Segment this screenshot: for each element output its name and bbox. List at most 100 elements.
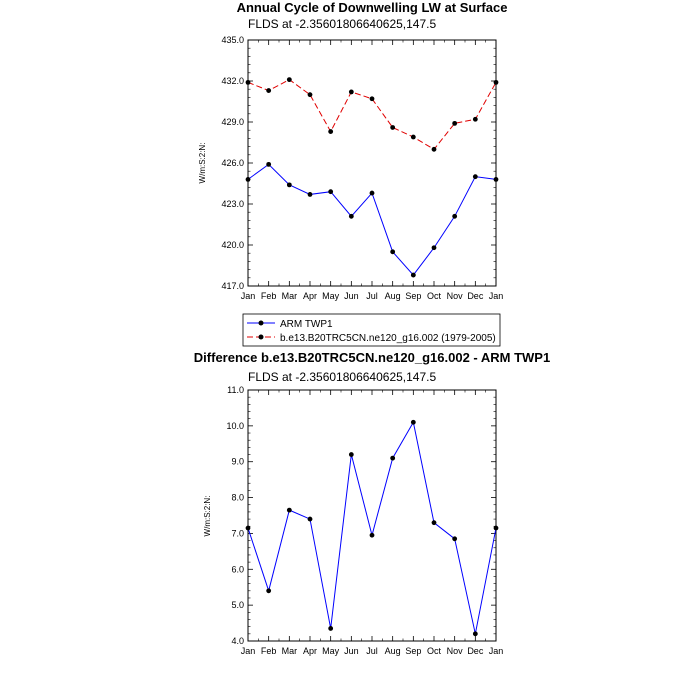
bottom-series-0-point [493,525,499,531]
bottom-subtitle: FLDS at -2.35601806640625,147.5 [248,370,436,384]
legend-label-arm: ARM TWP1 [280,319,333,330]
top-ylabel: W/m:S:2:N: [198,143,207,184]
top-series-1-point [410,134,416,140]
top-series-0-point [286,182,292,188]
bottom-ytick-label: 8.0 [231,493,244,503]
top-xtick-label: Oct [427,291,442,301]
bottom-frame [247,389,497,642]
legend-label-model: b.e13.B20TRC5CN.ne120_g16.002 (1979-2005… [280,333,496,344]
bottom-series-0-point [348,452,354,457]
bottom-series-0-point [472,631,478,637]
bottom-xtick-label: Jan [489,646,504,656]
bottom-xtick-label: Jan [241,646,256,656]
top-xtick-label: Jan [489,291,504,301]
top-frame [247,39,497,287]
legend-box [242,313,501,347]
bottom-series-0-point [369,532,375,538]
top-series-1-point [286,77,292,83]
bottom-ytick-label: 7.0 [231,528,244,538]
bottom-series-0-point [245,525,251,531]
top-ytick-label: 423.0 [221,199,244,209]
bottom-series-0-point [390,455,396,461]
top-series-0-point [410,272,416,278]
bottom-series-0-point [266,588,272,594]
top-series-1-point [369,96,375,102]
top-xtick-label: Sep [405,291,421,301]
top-series-1-line [247,79,497,150]
top-series-0-point [266,161,272,167]
top-series-1-point [493,79,499,85]
top-xtick-label: Aug [385,291,401,301]
bottom-series-0-point [431,520,437,526]
bottom-series-0-point [307,516,313,522]
top-series-1-point [452,120,458,126]
top-series-0-point [369,190,375,196]
top-series-1-point [348,89,354,95]
legend: ARM TWP1 b.e13.B20TRC5CN.ne120_g16.002 (… [242,313,501,347]
bottom-ytick-label: 10.0 [226,421,244,431]
top-ytick-label: 435.0 [221,35,244,45]
bottom-xtick-label: Oct [427,646,442,656]
top-series-0-point [452,213,458,219]
top-series-0-point [431,245,437,251]
top-series-0-point [390,249,396,255]
top-series-1-point [328,129,334,134]
top-xtick-label: Dec [467,291,484,301]
bottom-xtick-label: Sep [405,646,421,656]
bottom-xtick-label: Apr [303,646,317,656]
top-series-1-point [472,116,478,122]
top-plot-area: Jan Feb Mar Apr May Jun Jul Aug Sep Oct Nov Dec Jan4… [221,35,503,301]
bottom-xtick-label: May [322,646,340,656]
legend-marker-model [258,334,264,340]
top-xtick-label: Jul [366,291,378,301]
top-series-0-point [348,213,354,219]
bottom-series-0-point [452,536,458,542]
top-series-0-point [472,174,478,180]
top-series-1-point [431,146,437,152]
top-subtitle: FLDS at -2.35601806640625,147.5 [248,17,436,31]
top-ytick-label: 420.0 [221,240,244,250]
bottom-series-0-point [410,419,416,425]
bottom-series-0-line [247,420,497,634]
top-series-0-point [307,192,313,197]
bottom-title: Difference b.e13.B20TRC5CN.ne120_g16.002… [194,350,550,365]
top-series-1-point [390,125,396,130]
top-ytick-label: 432.0 [221,76,244,86]
top-series-1-point [307,92,313,98]
bottom-plot-area: Jan Feb Mar Apr May Jun Jul Aug Sep Oct Nov Dec Jan4… [226,385,503,656]
top-series-0-point [493,177,499,182]
bottom-xtick-label: Nov [447,646,464,656]
bottom-ylabel: W/m:S:2:N: [203,496,212,537]
top-series-0-line [247,163,497,276]
top-series-0-point [328,189,334,195]
top-xtick-label: Jun [344,291,359,301]
bottom-ytick-label: 11.0 [227,385,244,395]
bottom-ytick-label: 9.0 [231,457,244,467]
top-xtick-label: Nov [447,291,464,301]
bottom-ytick-label: 6.0 [231,564,244,574]
bottom-xtick-label: Jun [344,646,359,656]
top-ytick-label: 417.0 [221,281,244,291]
top-xtick-label: Apr [303,291,317,301]
top-ytick-label: 426.0 [221,158,244,168]
bottom-ytick-label: 5.0 [231,600,244,610]
top-series-1-point [266,88,272,93]
top-series-1-point [245,79,251,85]
top-ytick-label: 429.0 [221,117,244,127]
top-xtick-label: May [322,291,340,301]
bottom-xtick-label: Aug [385,646,401,656]
bottom-xtick-label: Feb [261,646,277,656]
top-title: Annual Cycle of Downwelling LW at Surfac… [237,0,508,15]
top-xtick-label: Mar [282,291,298,301]
bottom-ytick-label: 4.0 [231,636,244,646]
bottom-xtick-label: Dec [467,646,484,656]
top-xtick-label: Jan [241,291,256,301]
legend-marker-arm [258,320,264,326]
bottom-xtick-label: Mar [282,646,298,656]
bottom-xtick-label: Jul [366,646,378,656]
bottom-series-0-point [328,626,334,631]
top-series-0-point [245,177,251,182]
top-xtick-label: Feb [261,291,277,301]
bottom-series-0-point [286,507,292,513]
